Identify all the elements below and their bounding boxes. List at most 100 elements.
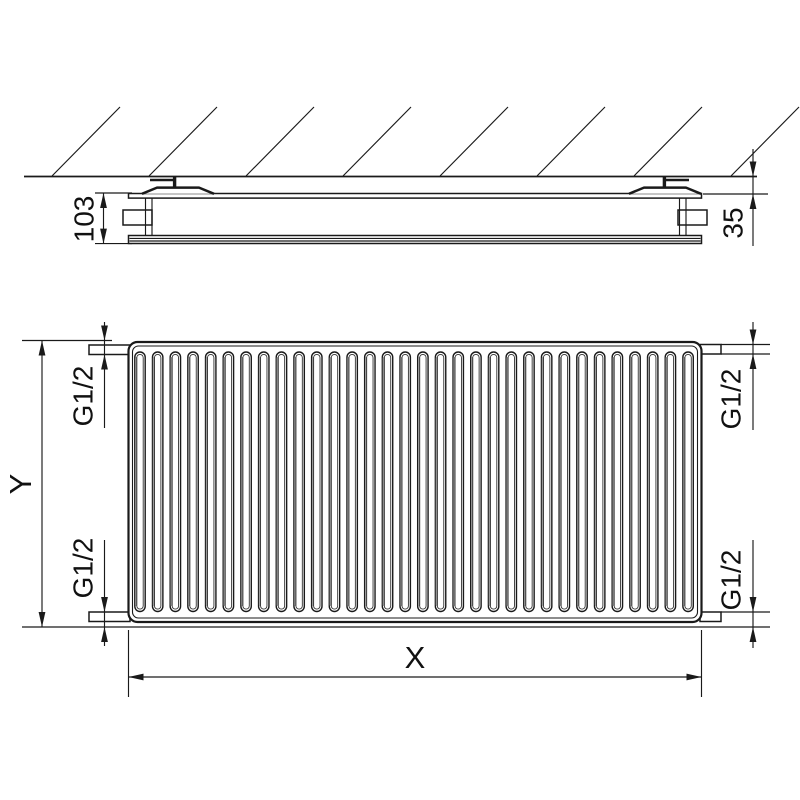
flute — [646, 351, 659, 613]
flute-inner-line — [348, 353, 356, 610]
front-panel-section — [127, 234, 703, 245]
flute-inner-line — [542, 353, 551, 610]
connection-label-bottom-left: G1/2 — [68, 538, 99, 599]
left-wall-bracket — [141, 177, 215, 195]
flute-inner-line — [666, 353, 675, 610]
hatch-line — [536, 106, 606, 177]
arrowhead-up — [101, 354, 108, 370]
flute — [257, 351, 270, 613]
arrowhead-up — [38, 340, 46, 356]
flute-inner-line — [649, 353, 657, 610]
flute-inner-line — [154, 353, 162, 610]
flute-inner-line — [330, 353, 339, 610]
left-connection-stub — [122, 209, 153, 226]
side-view-section: 103 35 — [24, 106, 800, 246]
bracket-body — [628, 186, 702, 195]
arrowhead-left — [128, 673, 144, 681]
bracket-body — [141, 186, 215, 195]
arrowhead-down — [101, 597, 108, 612]
arrowhead-down — [100, 228, 107, 244]
flute — [576, 351, 588, 613]
radiator-body-inner-line — [131, 345, 699, 619]
flute — [523, 351, 535, 613]
flute — [558, 351, 571, 613]
wall-gap-dimension-label: 35 — [718, 207, 749, 238]
flute — [310, 351, 323, 613]
flute-inner-line — [684, 353, 692, 610]
dimension-wall-gap: 35 — [703, 149, 768, 246]
radiator-body-outline — [127, 340, 703, 624]
flute-inner-line — [472, 353, 480, 610]
flute-inner-line — [224, 353, 233, 610]
flute-inner-line — [613, 353, 622, 610]
flute-inner-line — [631, 353, 639, 610]
back-panel-section — [127, 192, 703, 199]
hatch-line — [342, 106, 412, 177]
flute-inner-line — [525, 353, 533, 610]
arrowhead-up — [749, 354, 757, 369]
bracket-pin — [662, 177, 667, 189]
flute-inner-line — [454, 353, 462, 610]
flute-inner-line — [295, 353, 303, 610]
dimension-height: Y — [3, 340, 43, 627]
flute-inner-line — [189, 353, 197, 610]
flute — [611, 351, 624, 613]
width-dimension-label: X — [405, 640, 426, 675]
flute — [540, 351, 553, 613]
flute — [664, 351, 677, 613]
dimension-connection-top-right: G1/2 — [716, 322, 754, 430]
arrowhead-right — [686, 673, 702, 681]
right-connection-stub — [677, 209, 708, 226]
arrowhead-down — [38, 612, 46, 627]
port-bottom-left — [88, 611, 131, 623]
flute — [505, 351, 518, 613]
arrowhead-up — [100, 193, 107, 208]
flute — [682, 351, 694, 613]
flute-inner-line — [242, 353, 250, 610]
hatch-line — [730, 106, 800, 177]
flute — [416, 351, 429, 613]
flute-inner-line — [260, 353, 268, 610]
flute-inner-line — [313, 353, 321, 610]
connection-label-top-right: G1/2 — [716, 369, 747, 430]
port-bottom-right — [699, 611, 722, 623]
flute — [399, 351, 412, 613]
flute-inner-line — [596, 353, 604, 610]
connection-label-bottom-right: G1/2 — [716, 550, 747, 611]
wall-hatching — [51, 106, 800, 177]
hatch-line — [245, 106, 315, 177]
flute-inner-line — [383, 353, 392, 610]
flute — [452, 351, 465, 613]
dimension-arrowheads — [38, 161, 757, 681]
depth-dimension-label: 103 — [69, 196, 100, 243]
flute — [222, 351, 235, 613]
flute — [346, 351, 359, 613]
flute-inner-line — [489, 353, 498, 610]
arrowhead-down — [101, 325, 108, 341]
flute — [204, 351, 217, 613]
flute — [134, 351, 146, 613]
flute — [293, 351, 306, 613]
flute-inner-line — [401, 353, 409, 610]
port-top-right — [699, 343, 722, 355]
arrowhead-up — [749, 627, 757, 642]
hatch-line — [51, 106, 121, 177]
flute — [593, 351, 606, 613]
flute — [470, 351, 482, 613]
flute — [381, 351, 394, 613]
right-wall-bracket — [628, 177, 702, 195]
arrowhead-up — [749, 194, 757, 209]
flute-inner-line — [207, 353, 215, 610]
flute — [363, 351, 376, 613]
dimension-connection-bottom-right: G1/2 — [716, 540, 754, 648]
flute — [328, 351, 341, 613]
connection-label-top-left: G1/2 — [68, 366, 99, 427]
port-top-left — [88, 344, 131, 356]
flute-inner-line — [136, 353, 144, 610]
flute — [629, 351, 641, 613]
arrowhead-down — [749, 597, 757, 612]
flute — [240, 351, 252, 613]
dimension-connection-bottom-left: G1/2 — [68, 538, 106, 646]
flute — [187, 351, 199, 613]
